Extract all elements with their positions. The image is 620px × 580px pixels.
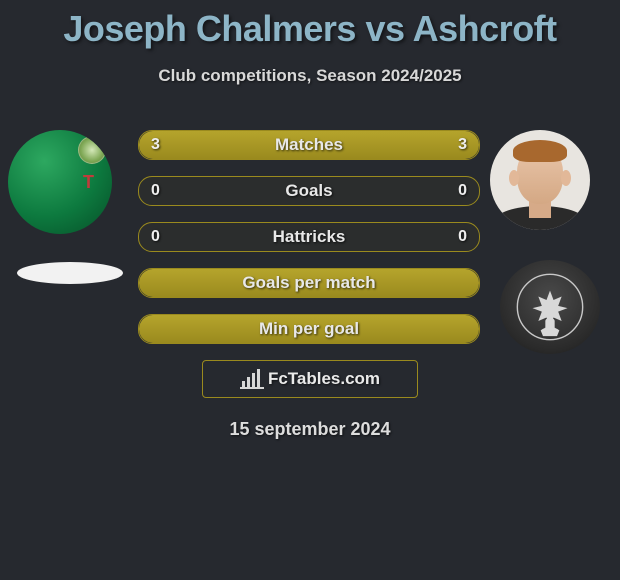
stat-value-right: 0 (458, 228, 467, 246)
stat-label: Matches (139, 135, 479, 155)
player-right-avatar (490, 130, 590, 230)
player-left-jersey-letter: T (83, 172, 94, 193)
stat-value-left: 0 (151, 228, 160, 246)
branding-badge: FcTables.com (202, 360, 418, 398)
stat-label: Goals per match (139, 273, 479, 293)
thistle-icon (515, 272, 585, 342)
stat-row: Goals0 0 (138, 176, 480, 206)
stat-label: Hattricks (139, 227, 479, 247)
stat-value-right: 3 (458, 136, 467, 154)
stat-row: Min per goal (138, 314, 480, 344)
comparison-title: Joseph Chalmers vs Ashcroft (0, 0, 620, 50)
stat-value-left: 0 (151, 182, 160, 200)
player-left-club-badge (17, 262, 123, 284)
stat-label: Min per goal (139, 319, 479, 339)
chart-icon (240, 367, 264, 391)
branding-text: FcTables.com (268, 369, 380, 389)
season-subtitle: Club competitions, Season 2024/2025 (0, 66, 620, 86)
player-left-avatar: T (8, 130, 112, 234)
stat-row: Matches3 3 (138, 130, 480, 160)
player-right-ears (509, 170, 571, 188)
player-right-club-badge (500, 260, 600, 354)
stat-label: Goals (139, 181, 479, 201)
player-right-hair (513, 140, 567, 162)
stat-value-right: 0 (458, 182, 467, 200)
stat-value-left: 3 (151, 136, 160, 154)
comparison-date: 15 september 2024 (0, 419, 620, 440)
stat-row: Hattricks0 0 (138, 222, 480, 252)
stat-bars: Matches33Goals00Hattricks00Goals per mat… (138, 130, 480, 360)
stat-row: Goals per match (138, 268, 480, 298)
